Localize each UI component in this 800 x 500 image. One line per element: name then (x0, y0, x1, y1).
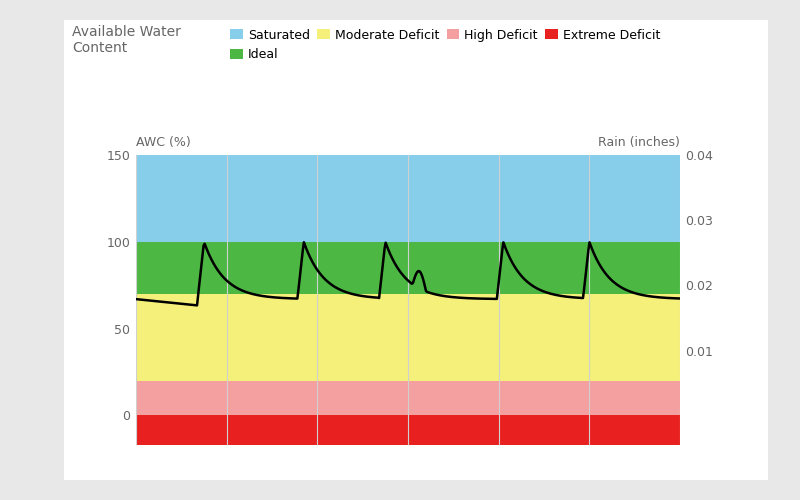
Bar (136, 155, 680, 242)
Bar (136, 416, 680, 445)
Bar (136, 294, 680, 380)
Bar (136, 380, 680, 416)
Text: Rain (inches): Rain (inches) (598, 136, 680, 149)
Text: Available Water
Content: Available Water Content (72, 25, 181, 55)
Bar (136, 242, 680, 294)
Legend: Saturated, Ideal, Moderate Deficit, High Deficit, Extreme Deficit: Saturated, Ideal, Moderate Deficit, High… (230, 28, 660, 61)
Text: AWC (%): AWC (%) (136, 136, 190, 149)
